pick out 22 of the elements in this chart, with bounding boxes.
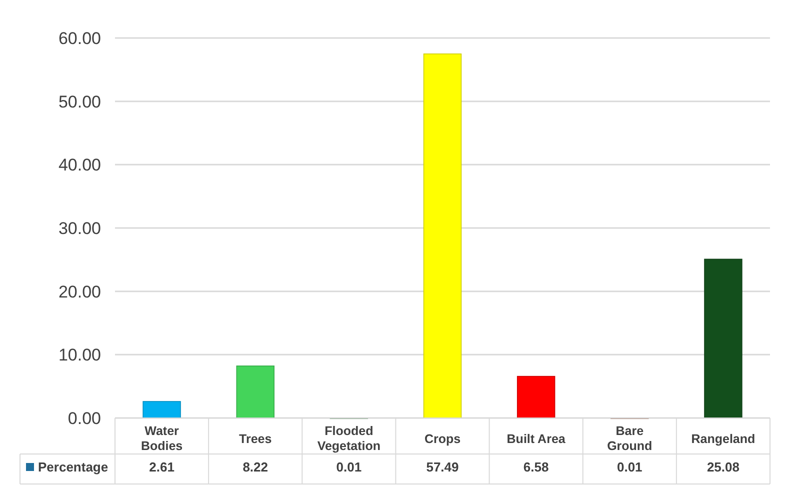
- x-tick-label: Rangeland: [691, 432, 756, 446]
- x-tick-label: Crops: [424, 432, 461, 446]
- data-label: 0.01: [336, 460, 362, 475]
- y-tick-label: 40.00: [58, 156, 101, 175]
- y-tick-label: 50.00: [58, 92, 101, 112]
- data-label: 2.61: [149, 460, 174, 475]
- x-tick-label: Built Area: [506, 432, 566, 446]
- data-label: 0.01: [616, 460, 642, 475]
- x-tick-label: Flooded Vegetation: [317, 424, 381, 453]
- y-tick-label: 20.00: [58, 282, 101, 302]
- data-label: 6.58: [523, 460, 549, 475]
- y-tick-label: 60.00: [58, 28, 101, 48]
- y-tick-label: 30.00: [58, 218, 101, 238]
- data-label: 25.08: [706, 460, 740, 475]
- x-tick-label: Bare Ground: [607, 424, 652, 453]
- x-tick-label: Trees: [239, 432, 272, 446]
- text: Percentage: [38, 460, 108, 475]
- data-label: 8.22: [242, 460, 268, 475]
- y-tick-label: 0.00: [68, 408, 101, 428]
- data-label: 57.49: [426, 460, 459, 475]
- x-tick-label: Water Bodies: [140, 424, 183, 453]
- y-tick-label: 10.00: [58, 346, 101, 365]
